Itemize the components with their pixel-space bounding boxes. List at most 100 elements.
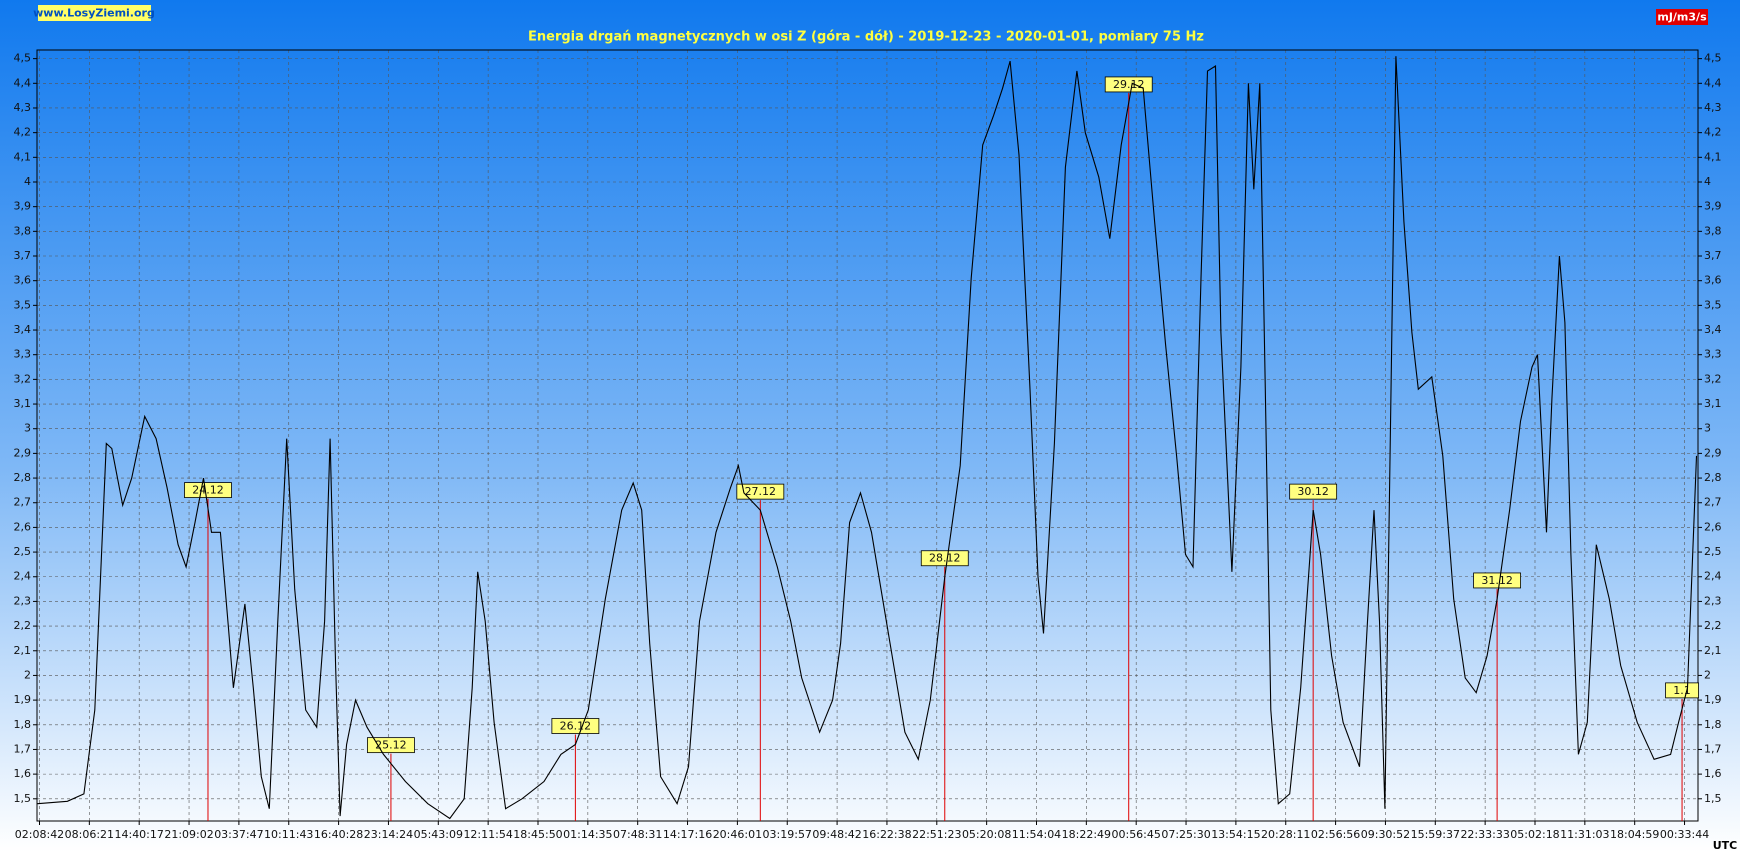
x-tick-label: 08:06:21 — [65, 828, 114, 841]
y-tick-label: 1,8 — [1704, 718, 1722, 731]
day-label-box — [920, 550, 969, 567]
y-tick-label: 1,7 — [1704, 742, 1722, 755]
y-tick-label: 2,9 — [14, 446, 32, 459]
y-tick-label: 3,6 — [1704, 274, 1722, 287]
day-label-box — [184, 482, 232, 498]
day-label-box — [1665, 682, 1699, 699]
y-tick-label: 4 — [24, 175, 31, 188]
x-axis-label: UTC — [1713, 839, 1738, 852]
y-tick-label: 4,2 — [1704, 126, 1722, 139]
x-tick-label: 03:19:57 — [763, 828, 812, 841]
y-tick-label: 4,2 — [14, 126, 32, 139]
x-tick-label: 12:11:54 — [463, 828, 512, 841]
y-tick-label: 2,3 — [1704, 594, 1722, 607]
y-tick-label: 4,3 — [14, 101, 32, 114]
day-label: 1.1 — [1673, 684, 1691, 697]
x-tick-label: 18:45:50 — [513, 828, 562, 841]
x-tick-label: 18:04:59 — [1610, 828, 1659, 841]
y-tick-label: 1,6 — [14, 767, 32, 780]
unit-label: mJ/m3/s — [1657, 11, 1707, 24]
day-label-box — [736, 483, 785, 500]
y-tick-label: 2,1 — [14, 644, 32, 657]
y-tick-label: 2 — [24, 668, 31, 681]
y-tick-label: 2,3 — [14, 594, 32, 607]
x-tick-label: 21:09:02 — [164, 828, 213, 841]
x-tick-label: 22:51:23 — [912, 828, 961, 841]
x-tick-label: 02:08:42 — [15, 828, 64, 841]
y-tick-label: 3,6 — [14, 274, 32, 287]
x-tick-label: 22:33:33 — [1460, 828, 1509, 841]
y-tick-label: 4,1 — [1704, 150, 1722, 163]
y-tick-label: 3,9 — [14, 200, 32, 213]
x-tick-label: 10:11:43 — [264, 828, 313, 841]
y-tick-label: 2,7 — [14, 496, 32, 509]
day-label-box — [551, 718, 600, 734]
y-tick-label: 2,6 — [1704, 520, 1722, 533]
y-tick-label: 2,5 — [14, 545, 32, 558]
y-tick-label: 2,8 — [1704, 471, 1722, 484]
y-tick-label: 2,7 — [1704, 496, 1722, 509]
day-label-box — [367, 737, 415, 754]
y-tick-label: 4,3 — [1704, 101, 1722, 114]
y-tick-label: 3,2 — [1704, 372, 1722, 385]
day-label: 26.12 — [560, 720, 592, 733]
y-tick-label: 3,3 — [1704, 348, 1722, 361]
y-tick-label: 2,6 — [14, 520, 32, 533]
y-tick-label: 2,5 — [1704, 545, 1722, 558]
day-label-box — [1104, 76, 1153, 93]
y-tick-label: 1,6 — [1704, 767, 1722, 780]
x-tick-label: 00:33:44 — [1660, 828, 1709, 841]
y-tick-label: 1,9 — [1704, 693, 1722, 706]
y-tick-label: 3,8 — [14, 224, 32, 237]
y-tick-label: 2,2 — [14, 619, 32, 632]
x-tick-label: 14:17:16 — [663, 828, 712, 841]
x-tick-label: 07:25:30 — [1161, 828, 1210, 841]
y-tick-label: 4 — [1704, 175, 1711, 188]
x-tick-label: 02:56:56 — [1311, 828, 1360, 841]
x-tick-label: 16:22:38 — [862, 828, 911, 841]
x-tick-label: 18:22:49 — [1062, 828, 1111, 841]
x-tick-label: 07:48:31 — [613, 828, 662, 841]
x-tick-label: 14:40:17 — [114, 828, 163, 841]
x-tick-label: 11:31:03 — [1560, 828, 1609, 841]
y-tick-label: 1,9 — [14, 693, 32, 706]
x-tick-label: 20:28:11 — [1261, 828, 1310, 841]
y-tick-label: 2,4 — [1704, 570, 1722, 583]
day-label: 30.12 — [1297, 485, 1329, 498]
y-tick-label: 2,4 — [14, 570, 32, 583]
y-tick-label: 3,3 — [14, 348, 32, 361]
day-label: 27.12 — [745, 485, 777, 498]
y-tick-label: 3,5 — [1704, 298, 1722, 311]
day-label: 24.12 — [192, 484, 224, 497]
x-tick-label: 09:30:52 — [1361, 828, 1410, 841]
x-tick-label: 23:14:24 — [364, 828, 413, 841]
day-label: 25.12 — [375, 739, 407, 752]
x-tick-label: 15:59:37 — [1411, 828, 1460, 841]
x-tick-label: 13:54:15 — [1211, 828, 1260, 841]
data-line — [37, 56, 1698, 820]
x-tick-label: 05:02:18 — [1510, 828, 1559, 841]
x-tick-label: 01:14:35 — [563, 828, 612, 841]
day-label: 28.12 — [929, 552, 961, 565]
x-tick-label: 05:43:09 — [414, 828, 463, 841]
y-tick-label: 4,1 — [14, 150, 32, 163]
y-tick-label: 2,9 — [1704, 446, 1722, 459]
x-tick-label: 16:40:28 — [314, 828, 363, 841]
y-tick-label: 3,4 — [1704, 323, 1722, 336]
x-tick-label: 20:46:01 — [713, 828, 762, 841]
y-tick-label: 3,8 — [1704, 224, 1722, 237]
day-label-box — [1473, 572, 1522, 589]
x-tick-label: 00:56:45 — [1111, 828, 1160, 841]
y-tick-label: 1,5 — [14, 792, 32, 805]
y-tick-label: 3,5 — [14, 298, 32, 311]
y-tick-label: 1,5 — [1704, 792, 1722, 805]
y-tick-label: 4,5 — [1704, 52, 1722, 65]
y-tick-label: 2 — [1704, 668, 1711, 681]
day-label-box — [1289, 483, 1338, 500]
y-tick-label: 3,9 — [1704, 200, 1722, 213]
x-tick-label: 11:54:04 — [1012, 828, 1061, 841]
site-label: www.LosyZiemi.org — [33, 7, 155, 20]
